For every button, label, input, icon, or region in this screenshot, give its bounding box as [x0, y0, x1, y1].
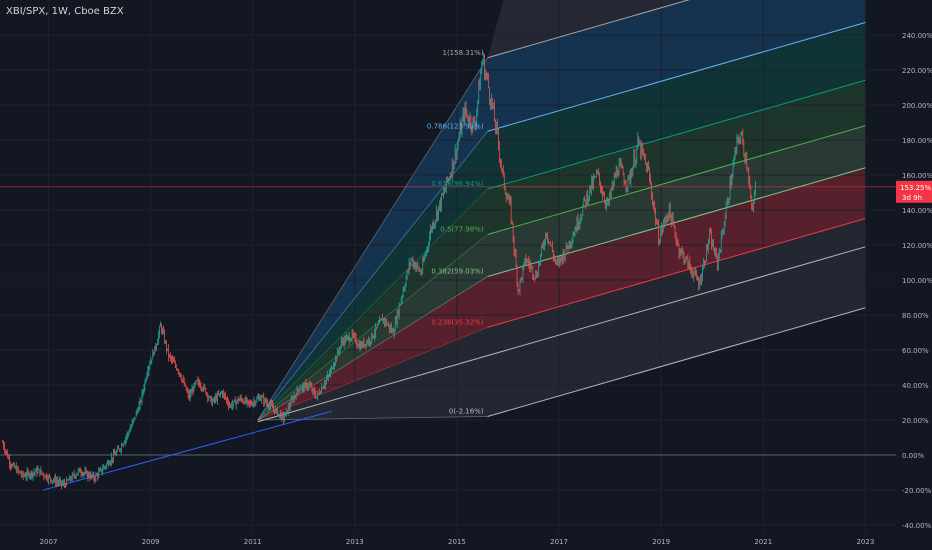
y-tick-label: 180.00%: [902, 137, 932, 145]
y-tick-label: 100.00%: [902, 277, 932, 285]
y-tick-label: 0.00%: [902, 452, 925, 460]
fib-channel-band: [487, 80, 866, 235]
fib-level-line: [487, 21, 866, 132]
fib-channel-band: [487, 125, 866, 277]
fib-level-label: 1(158.31%): [443, 49, 484, 57]
gridlines: [0, 0, 896, 532]
x-tick-label: 2007: [40, 538, 58, 546]
current-price-tag: [896, 180, 932, 203]
x-tick-label: 2015: [448, 538, 466, 546]
fib-level-label: 0.236(35.32%): [431, 318, 483, 326]
y-tick-label: 120.00%: [902, 242, 932, 250]
y-tick-label: 240.00%: [902, 32, 932, 40]
fib-channel-band: [487, 0, 866, 132]
y-tick-label: -40.00%: [902, 522, 932, 530]
price-axis-panel: [896, 0, 932, 550]
y-tick-label: 140.00%: [902, 207, 932, 215]
trend-line-layer: [43, 410, 332, 491]
fib-level-line: [487, 307, 866, 417]
fib-level-line: [487, 167, 866, 277]
fib-level-line: [487, 0, 690, 59]
y-tick-label: 220.00%: [902, 67, 932, 75]
countdown-label: 3d 9h: [902, 194, 922, 202]
fib-level-label: 0.382(59.03%): [431, 268, 483, 276]
current-price-label: 153.25%: [900, 184, 931, 192]
symbol-title[interactable]: XBI/SPX, 1W, Cboe BZX: [6, 6, 124, 17]
fib-level-line: [487, 125, 866, 235]
fib-level-label: 0.5(77.98%): [440, 226, 484, 234]
fib-fan-ray: [257, 188, 488, 421]
fib-fan-upper-band: [487, 0, 689, 58]
y-tick-label: -20.00%: [902, 487, 932, 495]
y-tick-label: 160.00%: [902, 172, 932, 180]
y-tick-label: 80.00%: [902, 312, 929, 320]
fib-fan-lines: [257, 0, 866, 423]
fib-channel-band: [487, 22, 866, 189]
fib-channel-band: [487, 218, 866, 417]
x-tick-label: 2021: [754, 538, 772, 546]
x-tick-label: 2009: [142, 538, 160, 546]
x-tick-label: 2023: [856, 538, 874, 546]
y-tick-label: 60.00%: [902, 347, 929, 355]
x-tick-label: 2011: [244, 538, 262, 546]
candle-series: [2, 52, 757, 490]
x-tick-label: 2019: [652, 538, 670, 546]
time-axis-panel: [0, 532, 932, 550]
y-tick-label: 20.00%: [902, 417, 929, 425]
fib-level-line: [487, 79, 866, 190]
trend-line: [43, 410, 332, 491]
x-tick-label: 2013: [346, 538, 364, 546]
y-tick-label: 40.00%: [902, 382, 929, 390]
fib-fan-ray: [257, 326, 488, 421]
fib-level-label: 0(-2.16%): [449, 408, 484, 416]
fib-fan-labels: 0(-2.16%) 0.236(35.32%) 0.382(59.03%) 0.5(7…: [427, 49, 484, 416]
x-tick-label: 2017: [550, 538, 568, 546]
fib-level-label: 0.618(96.94%): [431, 180, 483, 188]
fib-channel-band: [487, 167, 866, 328]
fib-fan-ray: [257, 57, 488, 421]
y-tick-label: 200.00%: [902, 102, 932, 110]
fib-fan-ray: [257, 416, 488, 421]
fib-level-line: [487, 217, 866, 328]
fib-level-label: 0.786(123.93%): [427, 122, 484, 130]
fib-fan-ray: [257, 234, 488, 421]
fib-lower-line: [257, 246, 866, 423]
